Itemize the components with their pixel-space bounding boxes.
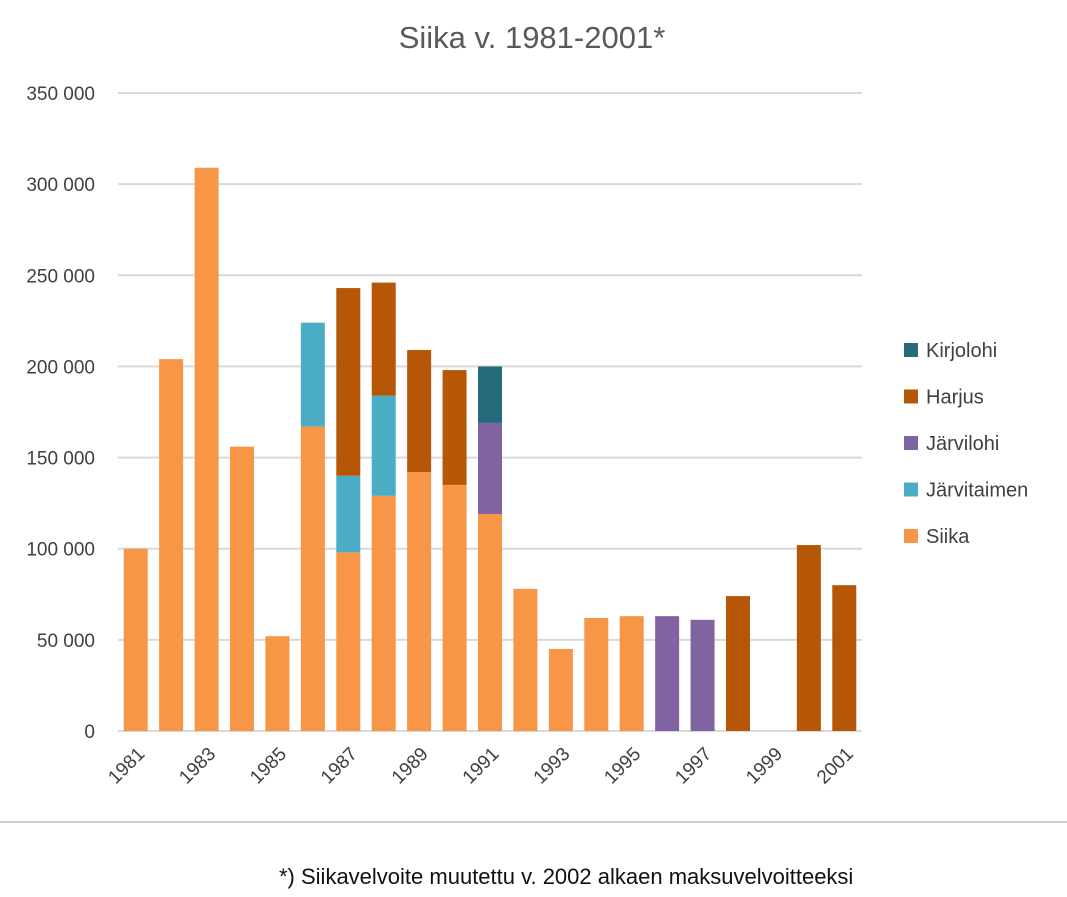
legend-swatch	[904, 482, 918, 497]
x-tick-label: 1985	[246, 744, 291, 789]
legend: Kirjolohi Harjus Järvilohi Järvitaimen Siika	[904, 340, 1028, 548]
chart-svg: Siika v. 1981-2001* 0 50 000 100 000 150 00…	[26, 20, 1028, 789]
bar-siika-1986	[300, 426, 325, 731]
bar-siika-1993	[548, 648, 573, 731]
bar-siika-1985	[265, 636, 290, 731]
footnote: *) Siikavelvoite muutettu v. 2002 alkaen…	[279, 864, 854, 889]
y-tick-label: 100 000	[26, 540, 95, 561]
bar-siika-1989	[407, 472, 432, 731]
bar-siika-1982	[159, 359, 184, 731]
bar-siika-1994	[584, 617, 609, 731]
x-tick-label: 1999	[742, 744, 787, 789]
bar-jarvilohi-1997	[690, 619, 715, 731]
x-tick-label: 1995	[601, 744, 646, 789]
bar-harjus-1998	[726, 596, 750, 731]
bar-jarvitaimen-1988	[371, 395, 396, 496]
y-axis-ticks: 0 50 000 100 000 150 000 200 000 250 000 300 0…	[26, 84, 95, 743]
bar-siika-1984	[230, 446, 254, 731]
legend-label: Järvilohi	[926, 433, 999, 455]
y-tick-label: 250 000	[26, 266, 95, 287]
bar-harjus-1989	[407, 350, 432, 473]
x-axis-ticks: 1981 1983 1985 1987 1989 1991 1993 1995 1997 1999…	[105, 744, 858, 789]
bar-siika-1988	[371, 495, 396, 731]
footnote-divider	[0, 821, 1067, 823]
bar-siika-1991	[478, 514, 502, 731]
y-tick-label: 50 000	[37, 631, 95, 652]
x-tick-label: 1997	[671, 744, 716, 789]
bar-harjus-1987	[336, 288, 361, 476]
bar-harjus-1990	[442, 370, 467, 485]
y-tick-label: 150 000	[26, 449, 95, 470]
bar-siika-1983	[194, 167, 219, 732]
legend-swatch	[904, 436, 918, 450]
bar-siika-1990	[442, 484, 467, 731]
bar-jarvitaimen-1986	[300, 322, 325, 427]
bar-jarvitaimen-1987	[336, 475, 361, 553]
bar-harjus-2000	[796, 545, 821, 731]
legend-label: Siika	[926, 526, 970, 548]
legend-label: Järvitaimen	[926, 480, 1028, 502]
legend-label: Kirjolohi	[926, 340, 997, 362]
x-tick-label: 1989	[388, 744, 433, 789]
bar-jarvilohi-1991	[478, 422, 502, 515]
bars	[123, 167, 857, 732]
legend-label: Harjus	[926, 387, 984, 409]
x-tick-label: 1981	[105, 744, 150, 789]
x-tick-label: 1987	[317, 744, 362, 789]
bar-jarvilohi-1996	[655, 616, 680, 731]
bar-siika-1995	[619, 616, 644, 731]
y-tick-label: 300 000	[26, 175, 95, 196]
x-tick-label: 1983	[175, 744, 220, 789]
bar-kirjolohi-1991	[478, 366, 502, 423]
x-tick-label: 2001	[813, 744, 858, 789]
legend-swatch	[904, 529, 918, 543]
x-tick-label: 1993	[530, 744, 575, 789]
bar-siika-1987	[336, 552, 361, 731]
chart-title: Siika v. 1981-2001*	[399, 20, 666, 55]
bar-siika-1992	[513, 588, 538, 731]
y-tick-label: 350 000	[26, 84, 95, 105]
x-tick-label: 1991	[459, 744, 504, 789]
bar-harjus-2001	[832, 585, 857, 731]
legend-swatch	[904, 389, 918, 404]
bar-siika-1981	[123, 548, 148, 731]
bar-harjus-1988	[371, 282, 396, 396]
y-tick-label: 0	[84, 722, 95, 743]
legend-swatch	[904, 343, 918, 357]
y-tick-label: 200 000	[26, 357, 95, 378]
